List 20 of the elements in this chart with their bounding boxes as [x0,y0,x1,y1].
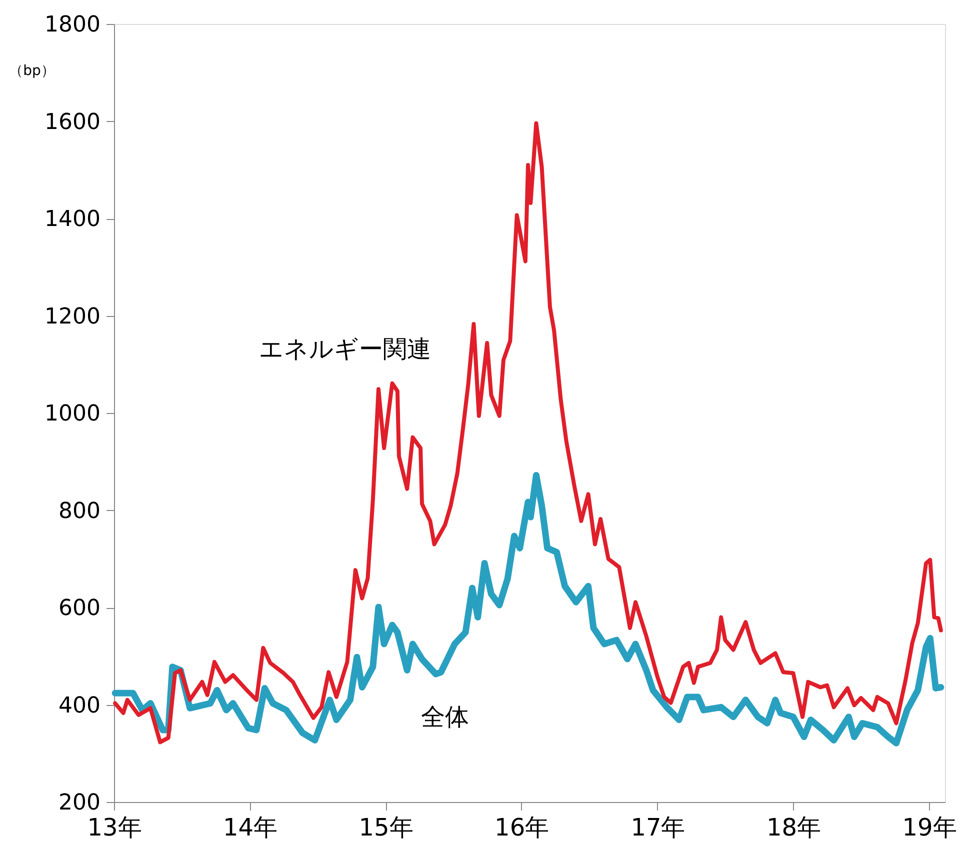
y-tick-label: 400 [58,693,100,718]
x-tick-label: 14年 [223,814,278,842]
x-tick-label: 19年 [902,814,957,842]
series-label: 全体 [421,703,469,731]
y-tick-label: 1200 [44,304,100,330]
x-tick-label: 15年 [358,814,414,842]
x-tick-label: 17年 [630,814,686,842]
x-tick-label: 13年 [87,814,142,842]
x-tick-label: 16年 [494,814,550,842]
series-label: エネルギー関連 [259,335,431,363]
y-axis-title: （bp） [9,63,55,79]
y-tick-label: 800 [58,498,100,524]
y-tick-label: 1600 [44,110,100,135]
y-tick-label: 1000 [44,402,100,426]
y-tick-label: 1800 [44,12,100,38]
y-tick-label: 200 [58,790,100,816]
x-tick-label: 18年 [766,814,822,842]
y-tick-label: 1400 [44,207,100,232]
y-tick-label: 600 [58,596,100,621]
line-series [113,121,943,744]
